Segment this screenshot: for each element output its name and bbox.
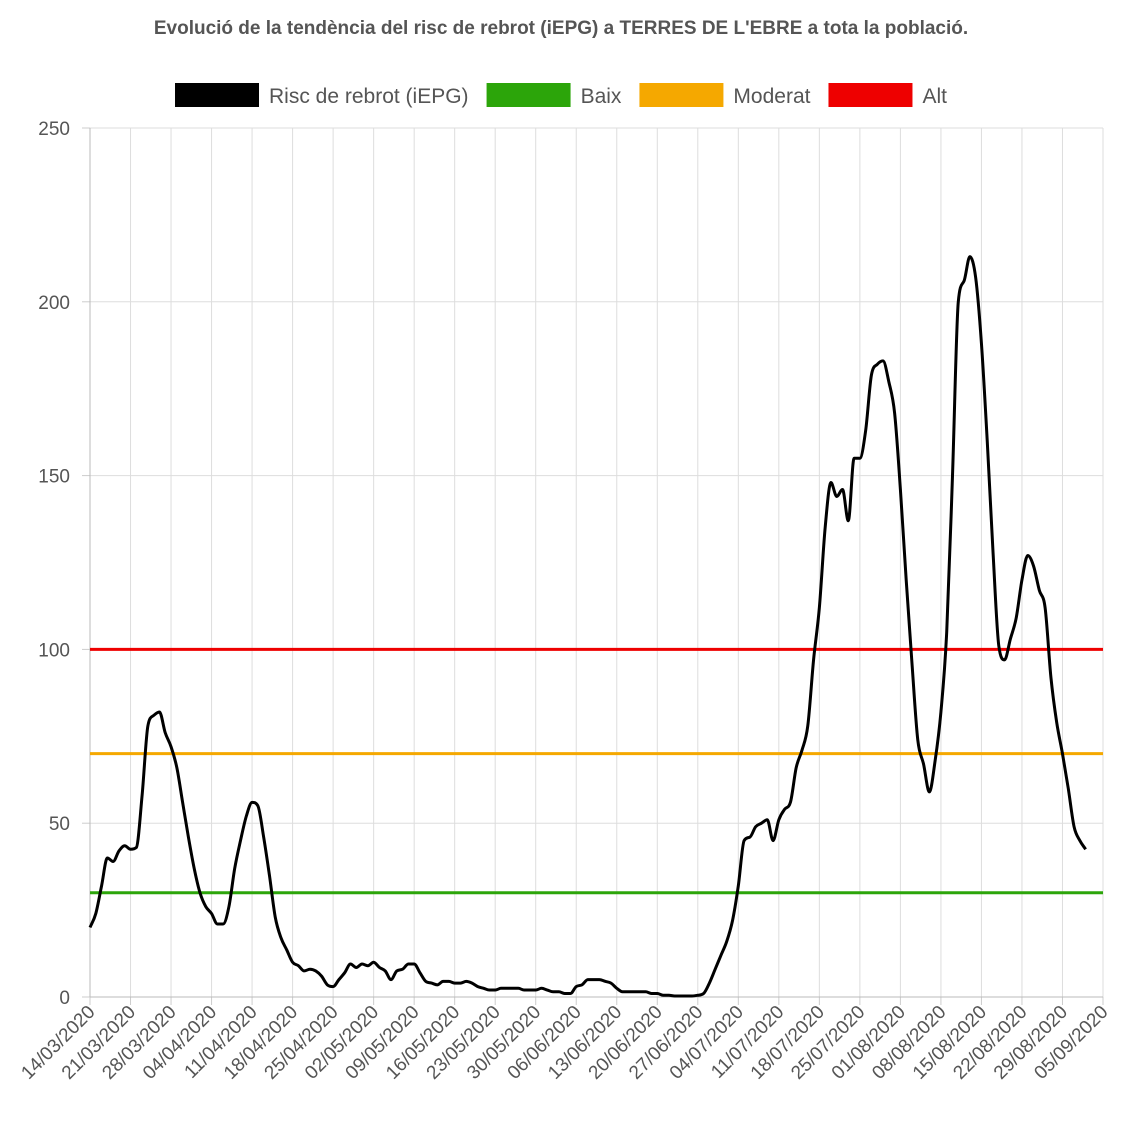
y-axis: 0 50 100 150 200 250 [38,119,91,1009]
legend-label: Alt [922,85,947,108]
y-tick-label: 250 [38,119,70,140]
legend-swatch [828,83,913,107]
chart-title: Evolució de la tendència del risc de reb… [153,18,969,39]
legend-item[interactable]: Baix [486,83,622,108]
legend-swatch [639,83,724,107]
series-line-iepg [88,255,1087,998]
legend-item[interactable]: Risc de rebrot (iEPG) [175,83,469,108]
y-tick-label: 200 [38,293,70,314]
legend: Risc de rebrot (iEPG) Baix Moderat Alt [175,83,947,108]
series-line [88,255,1087,998]
legend-label: Moderat [733,85,810,108]
legend-swatch [486,83,571,107]
y-tick-label: 50 [49,814,70,835]
legend-item[interactable]: Alt [828,83,947,108]
legend-item[interactable]: Moderat [639,83,811,108]
legend-swatch [175,83,260,107]
legend-label: Risc de rebrot (iEPG) [269,85,469,108]
x-axis: 14/03/202021/03/202028/03/202004/04/2020… [17,996,1113,1084]
y-tick-label: 0 [59,988,70,1009]
threshold-lines [90,647,1103,895]
y-tick-label: 100 [38,640,70,661]
y-tick-label: 150 [38,467,70,488]
grid [89,127,1104,998]
legend-label: Baix [581,85,622,108]
